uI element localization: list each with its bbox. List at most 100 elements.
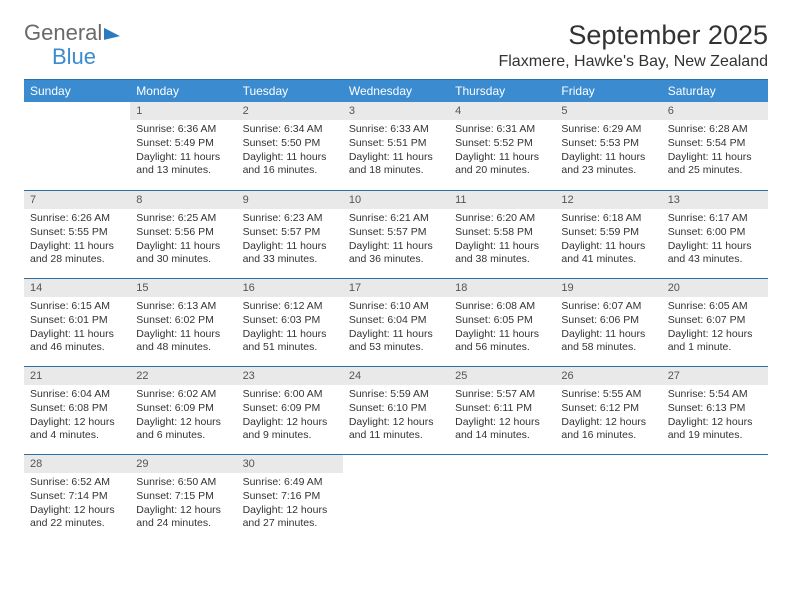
day-content: Sunrise: 5:57 AMSunset: 6:11 PMDaylight:… <box>449 385 555 449</box>
day-content: Sunrise: 6:31 AMSunset: 5:52 PMDaylight:… <box>449 120 555 184</box>
sunrise-line: Sunrise: 6:20 AM <box>455 212 549 226</box>
calendar-day-cell <box>343 454 449 542</box>
day-content: Sunrise: 6:33 AMSunset: 5:51 PMDaylight:… <box>343 120 449 184</box>
brand-logo: General Blue <box>24 20 120 70</box>
day-content: Sunrise: 6:52 AMSunset: 7:14 PMDaylight:… <box>24 473 130 537</box>
day-number: 24 <box>343 366 449 385</box>
calendar-day-cell <box>555 454 661 542</box>
sunset-line: Sunset: 6:07 PM <box>668 314 762 328</box>
calendar-day-cell: 10Sunrise: 6:21 AMSunset: 5:57 PMDayligh… <box>343 190 449 278</box>
daylight-line: Daylight: 11 hours and 30 minutes. <box>136 240 230 267</box>
sunrise-line: Sunrise: 6:07 AM <box>561 300 655 314</box>
calendar-day-cell: 30Sunrise: 6:49 AMSunset: 7:16 PMDayligh… <box>237 454 343 542</box>
calendar-day-cell: 20Sunrise: 6:05 AMSunset: 6:07 PMDayligh… <box>662 278 768 366</box>
calendar-day-cell: 18Sunrise: 6:08 AMSunset: 6:05 PMDayligh… <box>449 278 555 366</box>
sunrise-line: Sunrise: 6:13 AM <box>136 300 230 314</box>
sunrise-line: Sunrise: 6:26 AM <box>30 212 124 226</box>
calendar-day-cell: 9Sunrise: 6:23 AMSunset: 5:57 PMDaylight… <box>237 190 343 278</box>
sunset-line: Sunset: 6:11 PM <box>455 402 549 416</box>
daylight-line: Daylight: 11 hours and 20 minutes. <box>455 151 549 178</box>
sunrise-line: Sunrise: 6:10 AM <box>349 300 443 314</box>
daylight-line: Daylight: 11 hours and 43 minutes. <box>668 240 762 267</box>
sunset-line: Sunset: 6:08 PM <box>30 402 124 416</box>
daylight-line: Daylight: 12 hours and 14 minutes. <box>455 416 549 443</box>
day-content: Sunrise: 5:54 AMSunset: 6:13 PMDaylight:… <box>662 385 768 449</box>
calendar-day-cell: 19Sunrise: 6:07 AMSunset: 6:06 PMDayligh… <box>555 278 661 366</box>
daylight-line: Daylight: 12 hours and 11 minutes. <box>349 416 443 443</box>
day-number: 9 <box>237 190 343 209</box>
sunrise-line: Sunrise: 6:50 AM <box>136 476 230 490</box>
weekday-header: Monday <box>130 80 236 103</box>
day-content: Sunrise: 6:26 AMSunset: 5:55 PMDaylight:… <box>24 209 130 273</box>
sunrise-line: Sunrise: 6:34 AM <box>243 123 337 137</box>
brand-mark-icon <box>104 26 120 40</box>
day-number <box>662 454 768 459</box>
daylight-line: Daylight: 11 hours and 36 minutes. <box>349 240 443 267</box>
sunrise-line: Sunrise: 6:17 AM <box>668 212 762 226</box>
weekday-header: Friday <box>555 80 661 103</box>
sunset-line: Sunset: 6:10 PM <box>349 402 443 416</box>
sunset-line: Sunset: 5:59 PM <box>561 226 655 240</box>
day-content: Sunrise: 6:28 AMSunset: 5:54 PMDaylight:… <box>662 120 768 184</box>
day-number: 22 <box>130 366 236 385</box>
day-number: 23 <box>237 366 343 385</box>
sunset-line: Sunset: 6:13 PM <box>668 402 762 416</box>
calendar-day-cell: 22Sunrise: 6:02 AMSunset: 6:09 PMDayligh… <box>130 366 236 454</box>
sunset-line: Sunset: 5:52 PM <box>455 137 549 151</box>
daylight-line: Daylight: 12 hours and 1 minute. <box>668 328 762 355</box>
calendar-day-cell: 2Sunrise: 6:34 AMSunset: 5:50 PMDaylight… <box>237 102 343 190</box>
sunrise-line: Sunrise: 6:52 AM <box>30 476 124 490</box>
calendar-day-cell <box>449 454 555 542</box>
daylight-line: Daylight: 11 hours and 33 minutes. <box>243 240 337 267</box>
sunset-line: Sunset: 6:09 PM <box>136 402 230 416</box>
sunrise-line: Sunrise: 6:18 AM <box>561 212 655 226</box>
sunrise-line: Sunrise: 6:05 AM <box>668 300 762 314</box>
sunrise-line: Sunrise: 5:59 AM <box>349 388 443 402</box>
daylight-line: Daylight: 11 hours and 16 minutes. <box>243 151 337 178</box>
day-content: Sunrise: 6:34 AMSunset: 5:50 PMDaylight:… <box>237 120 343 184</box>
day-number: 15 <box>130 278 236 297</box>
sunrise-line: Sunrise: 5:57 AM <box>455 388 549 402</box>
calendar-day-cell: 28Sunrise: 6:52 AMSunset: 7:14 PMDayligh… <box>24 454 130 542</box>
calendar-day-cell: 25Sunrise: 5:57 AMSunset: 6:11 PMDayligh… <box>449 366 555 454</box>
daylight-line: Daylight: 11 hours and 48 minutes. <box>136 328 230 355</box>
calendar-day-cell <box>24 102 130 190</box>
calendar-day-cell: 23Sunrise: 6:00 AMSunset: 6:09 PMDayligh… <box>237 366 343 454</box>
day-number: 28 <box>24 454 130 473</box>
daylight-line: Daylight: 11 hours and 46 minutes. <box>30 328 124 355</box>
calendar-week-row: 7Sunrise: 6:26 AMSunset: 5:55 PMDaylight… <box>24 190 768 278</box>
day-number <box>343 454 449 459</box>
sunrise-line: Sunrise: 6:23 AM <box>243 212 337 226</box>
sunset-line: Sunset: 5:49 PM <box>136 137 230 151</box>
day-content: Sunrise: 6:13 AMSunset: 6:02 PMDaylight:… <box>130 297 236 361</box>
day-number: 19 <box>555 278 661 297</box>
calendar-day-cell: 3Sunrise: 6:33 AMSunset: 5:51 PMDaylight… <box>343 102 449 190</box>
sunset-line: Sunset: 6:04 PM <box>349 314 443 328</box>
calendar-day-cell: 15Sunrise: 6:13 AMSunset: 6:02 PMDayligh… <box>130 278 236 366</box>
sunrise-line: Sunrise: 6:33 AM <box>349 123 443 137</box>
day-content: Sunrise: 6:49 AMSunset: 7:16 PMDaylight:… <box>237 473 343 537</box>
sunrise-line: Sunrise: 6:15 AM <box>30 300 124 314</box>
day-number: 18 <box>449 278 555 297</box>
weekday-header: Saturday <box>662 80 768 103</box>
sunset-line: Sunset: 5:50 PM <box>243 137 337 151</box>
calendar-day-cell: 21Sunrise: 6:04 AMSunset: 6:08 PMDayligh… <box>24 366 130 454</box>
calendar-day-cell: 1Sunrise: 6:36 AMSunset: 5:49 PMDaylight… <box>130 102 236 190</box>
calendar-day-cell: 11Sunrise: 6:20 AMSunset: 5:58 PMDayligh… <box>449 190 555 278</box>
brand-part2: Blue <box>52 44 120 70</box>
calendar-day-cell: 6Sunrise: 6:28 AMSunset: 5:54 PMDaylight… <box>662 102 768 190</box>
day-content: Sunrise: 6:18 AMSunset: 5:59 PMDaylight:… <box>555 209 661 273</box>
sunrise-line: Sunrise: 6:49 AM <box>243 476 337 490</box>
calendar-day-cell: 16Sunrise: 6:12 AMSunset: 6:03 PMDayligh… <box>237 278 343 366</box>
daylight-line: Daylight: 12 hours and 6 minutes. <box>136 416 230 443</box>
location-label: Flaxmere, Hawke's Bay, New Zealand <box>498 53 768 71</box>
day-number: 30 <box>237 454 343 473</box>
sunset-line: Sunset: 6:06 PM <box>561 314 655 328</box>
sunset-line: Sunset: 5:53 PM <box>561 137 655 151</box>
day-content: Sunrise: 5:59 AMSunset: 6:10 PMDaylight:… <box>343 385 449 449</box>
day-content: Sunrise: 6:12 AMSunset: 6:03 PMDaylight:… <box>237 297 343 361</box>
day-number: 5 <box>555 102 661 120</box>
day-content: Sunrise: 6:15 AMSunset: 6:01 PMDaylight:… <box>24 297 130 361</box>
weekday-header: Thursday <box>449 80 555 103</box>
day-content: Sunrise: 6:20 AMSunset: 5:58 PMDaylight:… <box>449 209 555 273</box>
